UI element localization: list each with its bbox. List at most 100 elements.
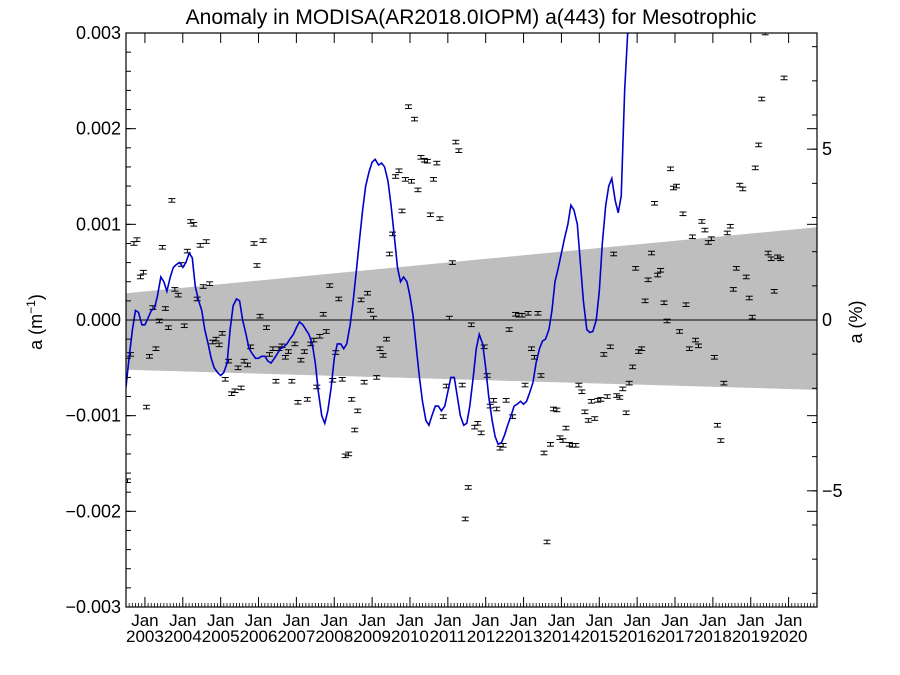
data-point bbox=[739, 186, 747, 192]
data-point bbox=[300, 349, 308, 354]
data-point bbox=[657, 267, 665, 273]
data-point bbox=[294, 399, 302, 405]
data-point bbox=[622, 410, 630, 416]
data-point bbox=[145, 354, 153, 359]
data-point bbox=[445, 315, 453, 321]
data-point bbox=[130, 241, 138, 246]
left-axis: 0.003 0.002 0.001 0.000 −0.001 −0.002 −0.003 bbox=[65, 23, 817, 617]
data-point bbox=[155, 318, 163, 324]
data-point bbox=[540, 450, 548, 456]
trend-band bbox=[126, 227, 817, 390]
data-point bbox=[471, 424, 479, 430]
data-point bbox=[534, 311, 542, 316]
x-tick-year-label: 2008 bbox=[315, 627, 353, 646]
data-point bbox=[767, 256, 775, 262]
data-point bbox=[234, 365, 242, 371]
data-point bbox=[168, 198, 176, 203]
data-point bbox=[666, 166, 674, 172]
data-point bbox=[171, 287, 179, 292]
data-point bbox=[272, 378, 280, 384]
right-tick-label: 0 bbox=[822, 310, 832, 330]
data-point bbox=[436, 216, 444, 221]
data-point bbox=[215, 342, 223, 348]
left-tick-label: −0.001 bbox=[65, 406, 121, 426]
data-point bbox=[269, 346, 277, 351]
x-tick-year-label: 2016 bbox=[618, 627, 656, 646]
x-tick-year-label: 2012 bbox=[467, 627, 505, 646]
data-point bbox=[638, 346, 646, 351]
data-point bbox=[351, 427, 359, 433]
data-point bbox=[395, 168, 403, 174]
x-tick-year-label: 2010 bbox=[391, 627, 429, 646]
data-point bbox=[698, 219, 706, 224]
x-tick-month-label: Jan bbox=[775, 611, 802, 630]
data-point bbox=[597, 397, 605, 402]
x-tick-year-label: 2011 bbox=[430, 627, 467, 646]
data-point bbox=[354, 408, 362, 414]
data-point bbox=[379, 353, 387, 358]
data-point bbox=[732, 266, 740, 271]
data-point bbox=[694, 343, 702, 349]
data-point bbox=[338, 377, 346, 382]
x-tick-year-label: 2007 bbox=[277, 627, 315, 646]
data-point bbox=[713, 422, 721, 428]
data-point bbox=[401, 177, 409, 182]
data-point bbox=[606, 344, 614, 350]
data-point bbox=[398, 208, 406, 214]
data-point bbox=[729, 287, 737, 292]
data-point bbox=[414, 187, 422, 193]
chart-title: Anomaly in MODISA(AR2018.0IOPM) a(443) f… bbox=[186, 6, 757, 29]
data-point bbox=[262, 325, 270, 330]
data-point bbox=[559, 438, 567, 443]
x-tick-year-label: 2003 bbox=[126, 627, 164, 646]
data-point bbox=[345, 451, 353, 457]
data-point bbox=[423, 158, 431, 164]
data-point bbox=[313, 384, 321, 390]
data-point bbox=[316, 333, 324, 339]
data-point bbox=[701, 227, 709, 233]
data-point bbox=[161, 306, 169, 311]
data-point bbox=[751, 165, 759, 171]
data-point bbox=[685, 346, 693, 351]
data-point bbox=[127, 352, 135, 357]
data-point bbox=[206, 281, 214, 286]
x-tick-month-label: Jan bbox=[472, 611, 499, 630]
data-point bbox=[562, 425, 570, 431]
x-tick-year-label: 2019 bbox=[732, 627, 770, 646]
data-point bbox=[158, 244, 166, 250]
data-point bbox=[458, 382, 466, 388]
x-tick-month-label: Jan bbox=[245, 611, 272, 630]
x-tick-year-label: 2018 bbox=[694, 627, 732, 646]
data-point bbox=[250, 241, 258, 246]
data-point bbox=[591, 416, 599, 421]
x-tick-year-label: 2014 bbox=[543, 627, 581, 646]
data-point bbox=[723, 230, 731, 236]
data-point bbox=[717, 438, 725, 443]
data-point bbox=[537, 373, 545, 378]
data-point bbox=[651, 200, 659, 206]
data-point bbox=[648, 250, 656, 256]
data-point bbox=[755, 142, 763, 148]
x-axis: Jan2003Jan2004Jan2005Jan2006Jan2007Jan20… bbox=[125, 33, 818, 646]
x-tick-year-label: 2006 bbox=[240, 627, 278, 646]
data-point bbox=[281, 355, 289, 360]
data-point bbox=[221, 377, 229, 382]
data-point bbox=[212, 336, 220, 342]
x-tick-year-label: 2004 bbox=[164, 627, 202, 646]
data-point bbox=[764, 250, 772, 256]
data-point bbox=[619, 386, 627, 392]
data-point bbox=[758, 96, 766, 102]
data-point bbox=[174, 292, 182, 298]
data-point bbox=[322, 329, 330, 334]
data-point bbox=[600, 352, 608, 357]
data-point bbox=[524, 311, 532, 316]
data-point bbox=[126, 478, 132, 484]
x-tick-month-label: Jan bbox=[548, 611, 575, 630]
data-point bbox=[477, 430, 485, 436]
left-tick-label: −0.003 bbox=[65, 597, 121, 617]
x-tick-month-label: Jan bbox=[737, 611, 764, 630]
x-tick-month-label: Jan bbox=[169, 611, 196, 630]
data-point bbox=[603, 394, 611, 399]
data-point bbox=[682, 302, 690, 307]
